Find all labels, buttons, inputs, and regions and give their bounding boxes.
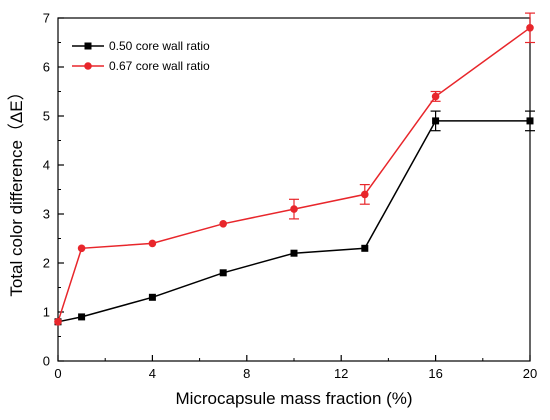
y-tick-label-1: 1 bbox=[43, 305, 50, 320]
x-tick-label-5: 20 bbox=[523, 366, 537, 381]
series-1-point-3 bbox=[219, 220, 227, 228]
series-0-point-5 bbox=[361, 244, 369, 252]
y-axis-title: Total color difference（ΔE） bbox=[7, 83, 26, 296]
series-1-point-6 bbox=[431, 92, 440, 101]
series-1-point-2 bbox=[148, 239, 157, 248]
legend-marker-1 bbox=[84, 62, 92, 70]
series-1-point-0 bbox=[54, 318, 62, 326]
series-0-point-1 bbox=[78, 313, 86, 321]
series-1-point-4 bbox=[290, 205, 298, 213]
legend: 0.50 core wall ratio 0.67 core wall rati… bbox=[72, 39, 210, 73]
legend-label-0: 0.50 core wall ratio bbox=[109, 39, 210, 53]
y-tick-label-0: 0 bbox=[43, 354, 50, 369]
x-tick-label-3: 12 bbox=[334, 366, 348, 381]
legend-label-1: 0.67 core wall ratio bbox=[109, 59, 210, 73]
series-0-point-3 bbox=[219, 269, 227, 277]
y-tick-label-6: 6 bbox=[43, 60, 50, 75]
series-1-point-7 bbox=[526, 24, 534, 32]
series-line-1 bbox=[57, 27, 531, 323]
y-tick-label-4: 4 bbox=[43, 158, 50, 173]
series-0-point-6 bbox=[432, 117, 440, 125]
y-tick-label-5: 5 bbox=[43, 109, 50, 124]
x-tick-label-4: 16 bbox=[428, 366, 442, 381]
legend-marker-0 bbox=[84, 42, 92, 50]
y-tick-label-2: 2 bbox=[43, 256, 50, 271]
series-0-point-7 bbox=[526, 117, 534, 125]
series-1-point-1 bbox=[77, 244, 86, 253]
legend-entry-0: 0.50 core wall ratio bbox=[72, 39, 210, 53]
x-axis-title: Microcapsule mass fraction (%) bbox=[175, 389, 412, 408]
y-tick-label-7: 7 bbox=[43, 11, 50, 26]
x-tick-label-0: 0 bbox=[54, 366, 61, 381]
x-tick-label-2: 8 bbox=[243, 366, 250, 381]
series-1-point-5 bbox=[361, 190, 369, 199]
x-tick-label-1: 4 bbox=[149, 366, 156, 381]
series-line-0 bbox=[57, 120, 530, 323]
series-0-point-2 bbox=[148, 293, 156, 301]
legend-entry-1: 0.67 core wall ratio bbox=[72, 59, 210, 73]
series-0-point-4 bbox=[290, 249, 298, 257]
y-tick-label-3: 3 bbox=[43, 207, 50, 222]
